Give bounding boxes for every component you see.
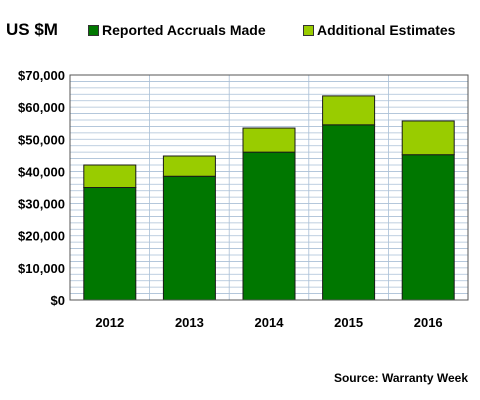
legend-swatch-additional-estimates — [303, 24, 314, 36]
unit-label: US $M — [6, 20, 58, 39]
y-tick-label: $40,000 — [18, 164, 65, 179]
bar-layer — [83, 95, 455, 301]
bar-reported-accruals-2016 — [401, 154, 455, 301]
x-tick-label: 2016 — [414, 315, 443, 330]
y-tick-label: $30,000 — [18, 197, 65, 212]
legend-item-additional-estimates: Additional Estimates — [303, 22, 455, 38]
bar-additional-estimates-2012 — [83, 164, 137, 188]
y-tick-label: $10,000 — [18, 261, 65, 276]
bar-reported-accruals-2015 — [322, 124, 376, 301]
legend-swatch-reported-accruals — [88, 24, 99, 36]
y-tick-label: $0 — [51, 293, 65, 308]
bar-reported-accruals-2012 — [83, 187, 137, 301]
x-tick-label: 2015 — [334, 315, 363, 330]
bar-reported-accruals-2013 — [162, 175, 216, 301]
x-tick-label: 2013 — [175, 315, 204, 330]
bar-reported-accruals-2014 — [242, 151, 296, 301]
plot-border — [69, 74, 469, 301]
bar-additional-estimates-2015 — [322, 95, 376, 126]
legend-label-additional-estimates: Additional Estimates — [317, 22, 456, 38]
bar-additional-estimates-2016 — [401, 120, 455, 156]
source-note: Source: Warranty Week — [333, 371, 468, 385]
x-tick-label: 2014 — [255, 315, 285, 330]
y-tick-label: $20,000 — [18, 229, 65, 244]
bar-additional-estimates-2014 — [242, 127, 296, 153]
legend-label-reported-accruals: Reported Accruals Made — [102, 22, 266, 38]
bar-additional-estimates-2013 — [162, 155, 216, 177]
y-tick-label: $70,000 — [18, 68, 65, 83]
legend-item-reported-accruals: Reported Accruals Made — [88, 22, 266, 38]
y-tick-label: $50,000 — [18, 132, 65, 147]
axis-layer: $0 $10,000 $20,000 $30,000 $40,000 $50,000 $60… — [18, 68, 469, 330]
x-tick-label: 2012 — [95, 315, 124, 330]
y-tick-label: $60,000 — [18, 100, 65, 115]
